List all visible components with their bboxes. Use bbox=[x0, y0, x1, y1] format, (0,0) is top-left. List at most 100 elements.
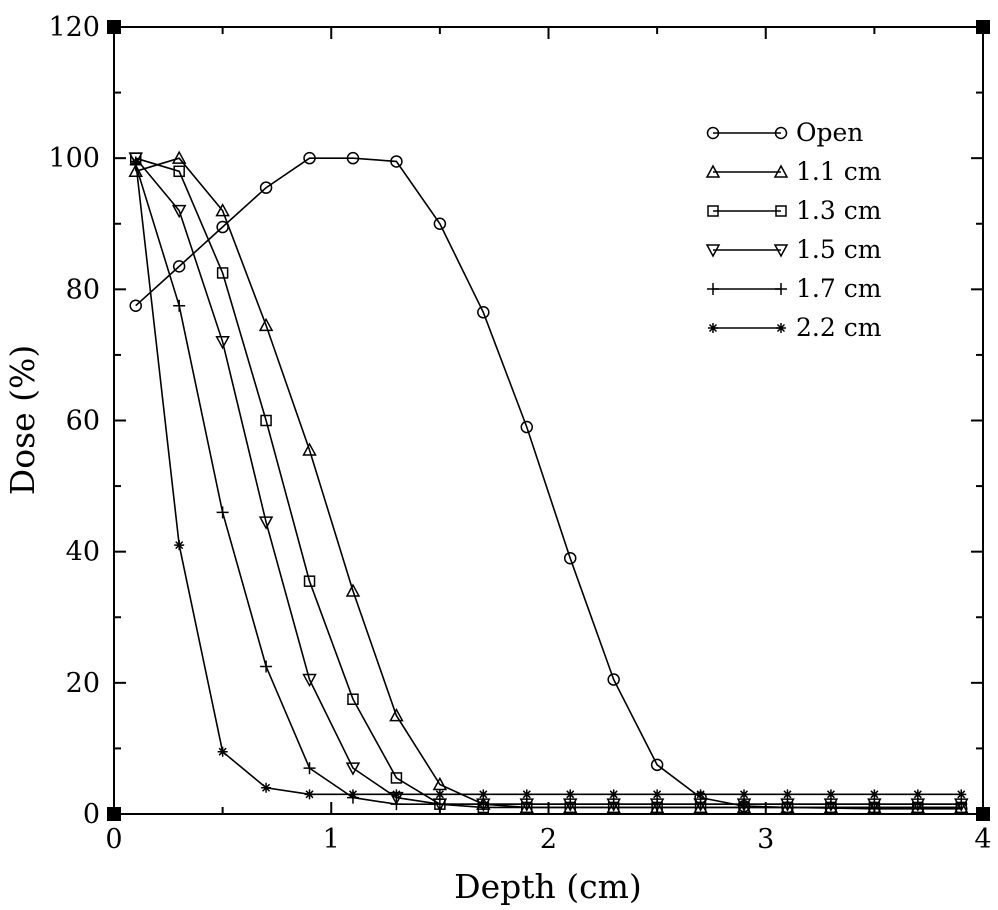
series-line bbox=[134, 164, 962, 806]
plus-marker bbox=[390, 798, 403, 811]
y-tick-label: 120 bbox=[48, 12, 100, 43]
star-marker bbox=[565, 789, 576, 800]
legend-label: 2.2 cm bbox=[796, 313, 882, 342]
circle-marker bbox=[774, 126, 788, 140]
x-tick-label: 4 bbox=[974, 824, 991, 855]
triangle-up-marker bbox=[773, 164, 789, 178]
x-tick-label: 2 bbox=[540, 824, 557, 855]
square-marker bbox=[260, 414, 272, 427]
square-marker bbox=[707, 205, 719, 217]
star-marker bbox=[825, 789, 836, 800]
x-tick-label: 3 bbox=[757, 824, 774, 855]
legend-label: 1.5 cm bbox=[796, 235, 882, 264]
frame-corner-square bbox=[107, 807, 121, 821]
square-marker bbox=[216, 267, 229, 279]
frame-corners bbox=[107, 20, 990, 821]
triangle-up-marker bbox=[302, 442, 317, 456]
plus-marker bbox=[651, 798, 664, 811]
legend-item: 1.3 cm bbox=[707, 196, 882, 225]
series-line bbox=[134, 161, 962, 796]
plus-marker bbox=[707, 283, 719, 295]
star-marker bbox=[347, 789, 358, 800]
square-marker bbox=[173, 165, 185, 178]
triangle-up-marker bbox=[258, 317, 274, 332]
star-marker bbox=[652, 789, 663, 800]
star-marker bbox=[869, 789, 880, 800]
star-marker bbox=[434, 789, 445, 800]
plus-marker bbox=[173, 299, 186, 312]
plus-marker bbox=[824, 798, 837, 811]
legend-label: 1.3 cm bbox=[796, 196, 882, 225]
star-marker bbox=[708, 323, 718, 333]
star-marker bbox=[608, 789, 619, 800]
y-tick-label: 80 bbox=[66, 274, 100, 305]
plus-marker bbox=[694, 798, 707, 811]
triangle-up-marker bbox=[215, 203, 230, 217]
plus-marker bbox=[303, 762, 316, 775]
star-marker bbox=[912, 789, 923, 800]
legend-label: 1.7 cm bbox=[796, 274, 882, 303]
star-marker bbox=[956, 789, 967, 800]
triangle-up-marker bbox=[389, 708, 404, 722]
circle-marker bbox=[303, 151, 316, 165]
star-marker bbox=[130, 156, 141, 167]
circle-marker bbox=[520, 420, 534, 434]
circle-marker bbox=[706, 126, 720, 140]
triangle-up-marker bbox=[345, 583, 361, 597]
y-axis-title: Dose (%) bbox=[3, 345, 42, 495]
legend-item: 1.5 cm bbox=[705, 235, 882, 264]
triangle-down-marker bbox=[705, 244, 721, 258]
triangle-down-marker bbox=[258, 516, 274, 530]
star-marker bbox=[261, 782, 272, 793]
circle-marker bbox=[563, 551, 577, 565]
plus-marker bbox=[520, 798, 533, 811]
legend-item: 1.1 cm bbox=[705, 157, 882, 186]
circle-marker bbox=[259, 181, 273, 194]
triangle-up-marker bbox=[171, 150, 187, 164]
y-tick-label: 20 bbox=[66, 668, 100, 699]
star-marker bbox=[521, 789, 532, 800]
series-line bbox=[135, 157, 962, 809]
square-marker bbox=[390, 772, 403, 784]
series-2-2-cm bbox=[130, 156, 967, 800]
y-tick-label: 60 bbox=[66, 406, 100, 437]
circle-marker bbox=[172, 260, 186, 273]
circle-marker bbox=[390, 155, 403, 168]
frame-corner-square bbox=[976, 20, 990, 34]
plus-marker bbox=[564, 798, 577, 811]
legend-item: 2.2 cm bbox=[708, 313, 882, 342]
legend: Open 1.1 cm 1.3 cm 1.5 cm 1.7 cm 2.2 cm bbox=[705, 118, 882, 342]
plus-marker bbox=[775, 283, 787, 295]
plus-marker bbox=[738, 798, 751, 811]
triangle-up-marker bbox=[705, 164, 721, 178]
y-tick-label: 100 bbox=[48, 143, 100, 174]
plus-marker bbox=[433, 798, 446, 811]
star-marker bbox=[695, 789, 706, 800]
triangle-down-marker bbox=[171, 204, 187, 219]
x-axis-title: Depth (cm) bbox=[454, 867, 642, 906]
triangle-down-marker bbox=[773, 244, 789, 258]
circle-marker bbox=[650, 758, 664, 772]
y-tick-label: 40 bbox=[66, 537, 100, 568]
square-marker bbox=[303, 575, 316, 587]
square-marker bbox=[775, 205, 787, 217]
frame-corner-square bbox=[107, 20, 121, 34]
plus-marker bbox=[607, 798, 620, 811]
star-marker bbox=[174, 540, 185, 551]
plus-marker bbox=[911, 798, 924, 811]
star-marker bbox=[776, 323, 786, 333]
star-marker bbox=[782, 789, 793, 800]
star-marker bbox=[478, 789, 489, 800]
frame-corner-square bbox=[976, 807, 990, 821]
star-marker bbox=[739, 789, 750, 800]
plus-marker bbox=[955, 798, 968, 811]
circle-marker bbox=[433, 217, 447, 230]
legend-item: Open bbox=[706, 118, 863, 147]
legend-label: 1.1 cm bbox=[796, 157, 882, 186]
circle-marker bbox=[346, 151, 360, 165]
triangle-down-marker bbox=[302, 673, 317, 688]
circle-marker bbox=[607, 673, 620, 686]
series-layer bbox=[128, 150, 969, 816]
x-tick-label: 1 bbox=[323, 824, 340, 855]
